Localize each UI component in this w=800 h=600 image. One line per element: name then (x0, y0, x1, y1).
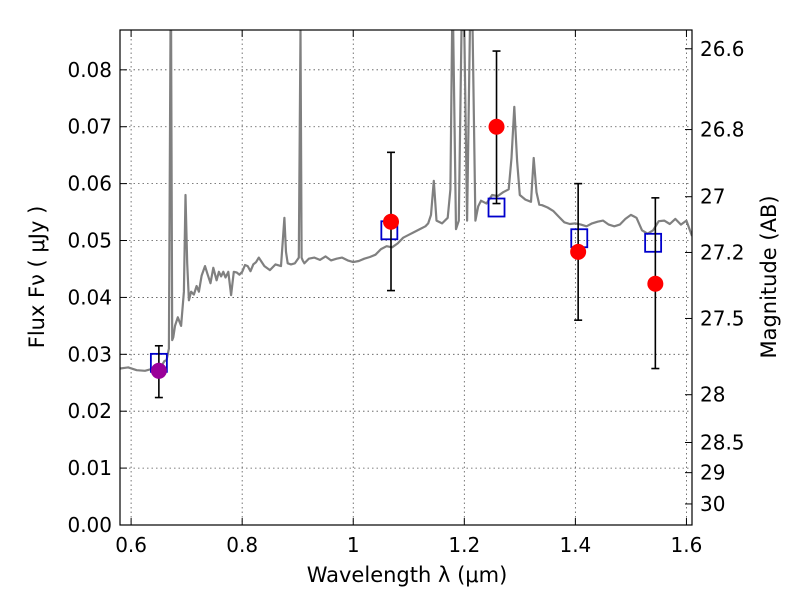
observed-point (570, 243, 587, 260)
x-tick-label: 0.6 (115, 533, 147, 557)
y-tick-label: 0.05 (67, 229, 112, 253)
magnitude-tick-label: 26.6 (700, 37, 745, 61)
magnitude-tick-label: 28 (700, 383, 725, 407)
x-axis-label: Wavelength λ (μm) (307, 563, 508, 587)
x-tick-label: 1.6 (671, 533, 703, 557)
magnitude-tick-label: 30 (700, 492, 725, 516)
magnitude-tick-label: 29 (700, 461, 725, 485)
magnitude-tick-label: 27 (700, 185, 725, 209)
axes: 0.6 0.8 1 1.2 1.4 1.6 0.00 0.01 0.02 0.03 0.04 0.05… (67, 29, 745, 557)
observed-point (647, 275, 664, 292)
y-tick-label: 0.08 (67, 58, 112, 82)
plot-frame (119, 29, 693, 526)
magnitude-tick-label: 27.5 (700, 306, 745, 330)
y-axis-right-label: Magnitude (AB) (757, 195, 781, 358)
y-tick-label: 0.07 (67, 115, 112, 139)
y-tick-label: 0.02 (67, 399, 112, 423)
y-tick-label: 0.06 (67, 172, 112, 196)
x-tick-label: 0.8 (226, 533, 258, 557)
x-tick-label: 1 (347, 533, 360, 557)
magnitude-tick-label: 26.8 (700, 118, 745, 142)
observed-point (383, 213, 400, 230)
grid-lines (120, 30, 692, 526)
x-tick-label: 1.2 (448, 533, 480, 557)
y-tick-label: 0.04 (67, 285, 112, 309)
magnitude-tick-label: 28.5 (700, 431, 745, 455)
x-tick-label: 1.4 (559, 533, 591, 557)
y-axis-label: Flux Fν ( μJy ) (25, 206, 49, 349)
plot-area (120, 30, 692, 399)
observed-point (150, 362, 167, 379)
observed-point (488, 118, 505, 135)
y-tick-label: 0.01 (67, 456, 112, 480)
spectrum-line (120, 30, 692, 372)
magnitude-tick-label: 27.2 (700, 240, 745, 264)
y-tick-label: 0.03 (67, 342, 112, 366)
y-tick-label: 0.00 (67, 513, 112, 537)
model-photometry-marker (644, 232, 663, 253)
